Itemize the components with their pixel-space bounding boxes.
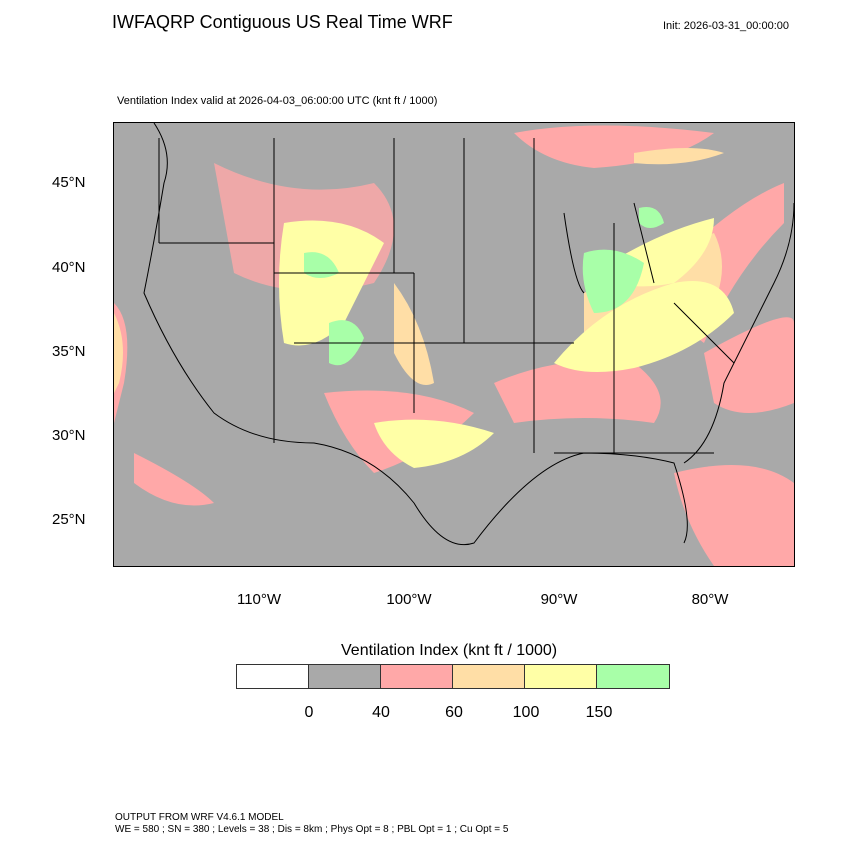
ventilation-index-map	[113, 122, 795, 567]
init-time: Init: 2026-03-31_00:00:00	[663, 20, 789, 32]
colorbar	[236, 664, 670, 689]
colorbar-title: Ventilation Index (knt ft / 1000)	[341, 642, 558, 659]
figure-title: IWFAQRP Contiguous US Real Time WRF	[112, 12, 453, 32]
colorbar-label: 60	[445, 704, 463, 721]
model-info-line1: OUTPUT FROM WRF V4.6.1 MODEL	[115, 812, 284, 823]
plot-subtitle: Ventilation Index valid at 2026-04-03_06…	[117, 95, 438, 107]
lat-label-30n: 30°N	[52, 427, 86, 444]
colorbar-swatch	[309, 665, 381, 688]
lat-label-35n: 35°N	[52, 343, 86, 360]
lon-label-90w: 90°W	[540, 591, 578, 608]
colorbar-label: 0	[304, 704, 314, 721]
lon-label-110w: 110°W	[236, 591, 282, 608]
colorbar-swatch	[453, 665, 525, 688]
lon-label-100w: 100°W	[386, 591, 432, 608]
colorbar-swatch	[237, 665, 309, 688]
colorbar-label: 40	[372, 704, 390, 721]
lat-label-45n: 45°N	[52, 174, 86, 191]
lon-label-80w: 80°W	[691, 591, 729, 608]
colorbar-swatch	[597, 665, 669, 688]
colorbar-swatch	[381, 665, 453, 688]
colorbar-label: 150	[585, 704, 613, 721]
lat-label-25n: 25°N	[52, 511, 86, 528]
lat-label-40n: 40°N	[52, 259, 86, 276]
colorbar-label: 100	[512, 704, 540, 721]
model-info-line2: WE = 580 ; SN = 380 ; Levels = 38 ; Dis …	[115, 824, 509, 835]
state-boundaries	[143, 122, 795, 546]
map-canvas	[114, 122, 795, 566]
colorbar-swatch	[525, 665, 597, 688]
